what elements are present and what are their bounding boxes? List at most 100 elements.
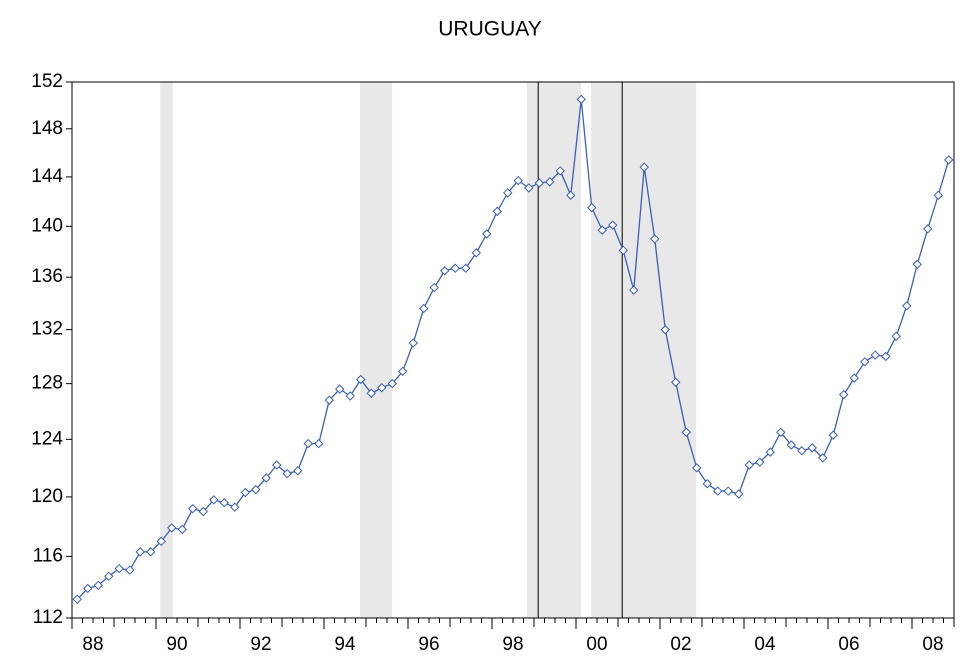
x-tick-label: 88 [82, 634, 103, 655]
point-marker [135, 547, 145, 557]
y-tick-label: 120 [31, 486, 63, 507]
point-marker [639, 162, 649, 172]
point-marker [576, 94, 586, 105]
y-tick-label: 116 [33, 545, 63, 566]
x-tick-label: 02 [670, 634, 691, 655]
point-marker [261, 473, 271, 483]
y-tick-label: 128 [31, 373, 63, 394]
point-marker [303, 438, 313, 449]
point-marker [198, 506, 208, 517]
y-tick-label: 132 [31, 319, 63, 340]
point-marker [461, 263, 471, 273]
point-marker [881, 351, 891, 362]
x-tick-label: 90 [166, 634, 187, 655]
line-series [76, 99, 950, 600]
point-marker [387, 378, 397, 389]
x-tick-label: 08 [922, 634, 943, 655]
point-marker [944, 155, 954, 165]
point-marker [744, 460, 754, 470]
point-marker [807, 443, 817, 453]
point-marker [765, 447, 775, 457]
point-marker [219, 498, 229, 508]
point-marker [282, 468, 292, 479]
point-marker [629, 285, 639, 295]
point-marker [839, 389, 849, 400]
x-tick-label: 04 [754, 634, 776, 655]
point-marker [146, 547, 156, 557]
point-marker [419, 303, 429, 314]
point-marker [125, 565, 135, 575]
point-marker [702, 479, 712, 489]
point-marker [923, 224, 933, 234]
point-marker [83, 583, 93, 594]
point-marker [555, 166, 565, 176]
point-marker [723, 486, 733, 496]
y-tick-label: 124 [31, 428, 63, 449]
y-tick-label: 144 [31, 166, 63, 187]
point-marker [377, 383, 387, 393]
chart-title: URUGUAY [438, 18, 541, 41]
point-marker [713, 486, 723, 496]
point-marker [209, 495, 219, 505]
point-marker [933, 190, 943, 200]
point-marker [177, 524, 187, 535]
point-marker [293, 466, 303, 476]
point-marker [188, 503, 198, 514]
point-marker [860, 357, 870, 367]
point-marker [440, 266, 450, 276]
point-marker [545, 177, 555, 187]
point-marker [272, 460, 282, 470]
point-marker [345, 391, 355, 401]
shaded-range [591, 82, 697, 618]
point-marker [72, 594, 82, 605]
point-marker [503, 188, 513, 198]
point-marker [156, 536, 166, 547]
y-tick-label: 112 [33, 607, 63, 628]
point-marker [356, 374, 366, 385]
x-tick-label: 92 [250, 634, 271, 655]
shaded-range [160, 82, 173, 618]
point-marker [912, 259, 922, 270]
point-marker [650, 234, 660, 244]
point-marker [870, 350, 880, 360]
point-marker [114, 563, 124, 574]
point-marker [828, 430, 838, 440]
point-marker [534, 178, 544, 188]
point-marker [492, 206, 502, 217]
point-marker [251, 484, 261, 495]
point-marker [167, 523, 177, 533]
x-tick-label: 98 [502, 634, 523, 655]
point-marker [818, 453, 828, 463]
point-marker [524, 183, 534, 193]
shaded-range [360, 82, 393, 618]
x-tick-label: 94 [334, 634, 356, 655]
y-tick-label: 152 [31, 71, 63, 92]
point-marker [660, 324, 670, 335]
point-marker [734, 489, 744, 499]
point-marker [849, 373, 859, 383]
x-tick-label: 06 [838, 634, 859, 655]
point-marker [681, 427, 691, 437]
point-marker [398, 366, 408, 377]
point-marker [755, 457, 765, 467]
point-marker [671, 377, 681, 387]
y-tick-label: 140 [31, 215, 63, 236]
point-marker [597, 225, 607, 235]
point-marker [692, 463, 702, 473]
point-marker [324, 395, 334, 405]
point-marker [240, 487, 250, 498]
point-marker [797, 446, 807, 456]
point-marker [786, 440, 796, 450]
x-tick-label: 00 [586, 634, 607, 655]
x-tick-label: 96 [418, 634, 439, 655]
y-tick-label: 136 [31, 266, 63, 287]
point-marker [587, 202, 597, 213]
point-marker [891, 331, 901, 341]
shaded-range [526, 82, 582, 618]
y-tick-label: 148 [31, 118, 63, 139]
point-marker [482, 229, 492, 239]
point-marker [776, 427, 786, 437]
point-marker [608, 220, 618, 230]
